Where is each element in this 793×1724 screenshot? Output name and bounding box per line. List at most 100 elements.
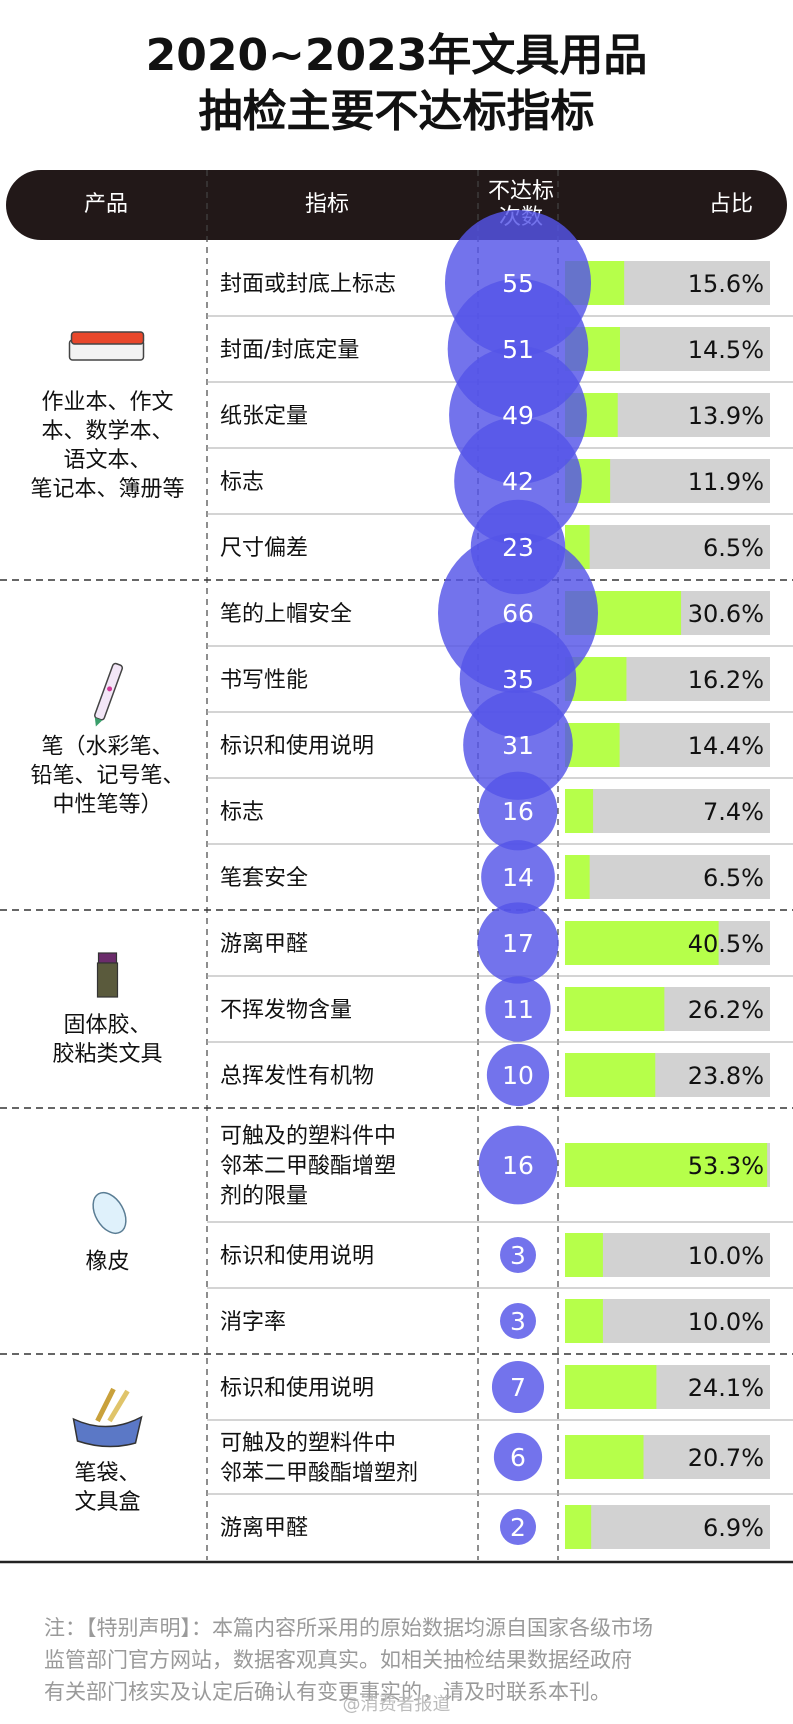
title-line-1: 2020~2023年文具用品: [145, 30, 648, 81]
share-bar: [565, 789, 594, 833]
indicator-label: 总挥发性有机物: [220, 1064, 374, 1089]
product-label: 笔记本、簿册等: [30, 477, 184, 502]
share-label: 13.9%: [688, 402, 764, 430]
share-bar-track: [565, 855, 770, 899]
share-bar: [565, 1233, 603, 1277]
indicator-label: 邻苯二甲酸酯增塑剂: [220, 1461, 418, 1486]
count-label: 6: [510, 1443, 526, 1472]
share-label: 23.8%: [688, 1062, 764, 1090]
indicator-label: 游离甲醛: [220, 932, 308, 957]
count-label: 35: [502, 665, 534, 694]
share-label: 40.5%: [688, 930, 764, 958]
header-product: 产品: [83, 192, 128, 217]
indicator-label: 标志: [220, 800, 264, 825]
share-label: 6.9%: [703, 1514, 764, 1542]
product-label: 语文本、: [63, 448, 151, 473]
share-bar: [565, 1143, 768, 1187]
share-bar: [565, 1299, 603, 1343]
product-label: 笔（水彩笔、: [41, 735, 173, 760]
count-bubble: [478, 1125, 558, 1205]
product-label: 中性笔等）: [52, 793, 162, 818]
note-line-2: 监管部门官方网站，数据客观真实。如相关抽检结果数据经政府: [44, 1648, 632, 1672]
count-label: 16: [502, 797, 534, 826]
share-label: 10.0%: [688, 1242, 764, 1270]
count-label: 51: [502, 335, 534, 364]
indicator-label: 不挥发物含量: [220, 998, 352, 1023]
indicator-label: 可触及的塑料件中: [220, 1431, 396, 1456]
share-label: 7.4%: [703, 798, 764, 826]
indicator-label: 纸张定量: [220, 404, 308, 429]
count-label: 55: [502, 269, 534, 298]
page-title: 2020~2023年文具用品 抽检主要不达标指标: [0, 28, 793, 140]
count-label: 7: [510, 1373, 526, 1402]
glue-stick-icon: [96, 952, 119, 998]
share-label: 26.2%: [688, 996, 764, 1024]
count-bubble: [485, 976, 551, 1042]
title-line-2: 抽检主要不达标指标: [198, 86, 595, 137]
indicator-label: 笔的上帽安全: [220, 602, 352, 627]
indicator-label: 标识和使用说明: [220, 1244, 374, 1269]
share-bar: [565, 921, 719, 965]
eraser-icon: [92, 1191, 127, 1235]
indicator-label: 消字率: [220, 1310, 286, 1335]
count-label: 31: [502, 731, 534, 760]
pencil-1: [95, 1387, 116, 1423]
share-bar: [565, 1053, 656, 1097]
product-label: 文具盒: [74, 1490, 140, 1515]
product-label: 笔袋、: [74, 1461, 140, 1486]
share-label: 11.9%: [688, 468, 764, 496]
pencil-2: [107, 1389, 130, 1423]
pen-tip: [94, 717, 103, 727]
count-bubble: [500, 1237, 536, 1273]
share-label: 6.5%: [703, 864, 764, 892]
indicator-label: 可触及的塑料件中: [220, 1124, 396, 1149]
count-label: 42: [502, 467, 534, 496]
glue-tube: [96, 962, 119, 998]
pen-icon: [94, 662, 124, 727]
share-label: 20.7%: [688, 1444, 764, 1472]
source-watermark: @消费者报道: [342, 1694, 451, 1715]
table-header: 产品 指标 不达标 次数 占比: [6, 170, 787, 240]
pen-dot: [107, 686, 113, 692]
share-label: 6.5%: [703, 534, 764, 562]
count-label: 17: [502, 929, 534, 958]
share-bar: [565, 1435, 644, 1479]
count-bubble: [493, 1432, 543, 1482]
count-label: 49: [502, 401, 534, 430]
indicator-label: 封面/封底定量: [220, 338, 359, 363]
indicator-label: 剂的限量: [220, 1184, 308, 1209]
count-bubble: [481, 840, 555, 914]
indicator-label: 尺寸偏差: [220, 536, 308, 561]
count-label: 16: [502, 1151, 534, 1180]
share-label: 53.3%: [688, 1152, 764, 1180]
pen-body: [94, 662, 124, 721]
share-label: 14.4%: [688, 732, 764, 760]
count-label: 23: [502, 533, 534, 562]
indicator-label: 邻苯二甲酸酯增塑: [220, 1154, 396, 1179]
product-label: 作业本、作文: [41, 390, 173, 415]
indicator-label: 书写性能: [220, 668, 308, 693]
header-count-line-1: 不达标: [487, 179, 554, 204]
share-label: 16.2%: [688, 666, 764, 694]
share-bar: [565, 1365, 657, 1409]
indicator-label: 标志: [220, 470, 264, 495]
glue-cap: [97, 952, 118, 964]
count-label: 2: [510, 1513, 526, 1542]
defect-table-chart: 15.6% 14.5% 13.9% 11.9% 6.5% 30.6% 16.2% 14.4% 7…: [0, 170, 793, 1564]
share-label: 10.0%: [688, 1308, 764, 1336]
share-label: 14.5%: [688, 336, 764, 364]
share-bar: [565, 987, 665, 1031]
share-bar: [565, 855, 590, 899]
count-bubble: [491, 1360, 545, 1414]
eraser-body: [92, 1191, 127, 1235]
count-bubble: [463, 690, 573, 800]
indicator-label: 标识和使用说明: [220, 1376, 374, 1401]
notebook-cover: [70, 331, 145, 345]
header-indicator: 指标: [304, 192, 349, 217]
count-label: 11: [502, 995, 534, 1024]
share-bar-track: [565, 1505, 770, 1549]
disclaimer-note: 注：【特别声明】：本篇内容所采用的原始数据均源自国家各级市场 监管部门官方网站，…: [44, 1612, 784, 1708]
count-bubble: [486, 1043, 550, 1107]
product-label: 固体胶、: [63, 1013, 151, 1038]
indicator-label: 标识和使用说明: [220, 734, 374, 759]
